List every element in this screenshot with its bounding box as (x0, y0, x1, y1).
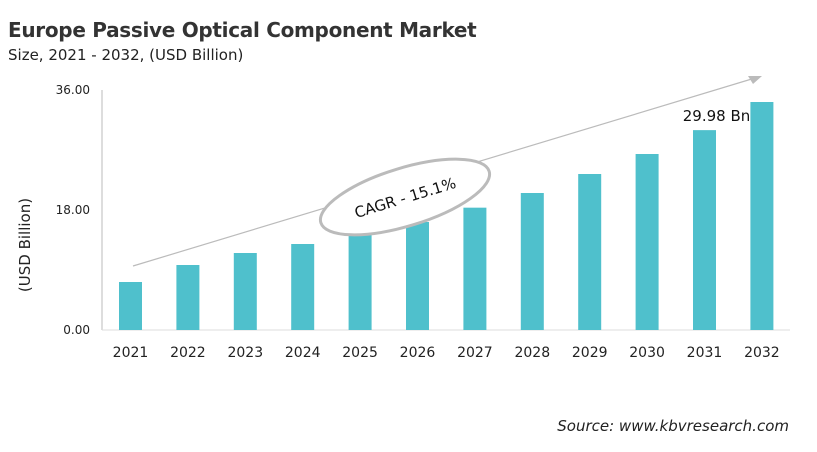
y-tick-label: 36.00 (56, 83, 90, 97)
bar-2024 (291, 244, 315, 330)
source-text: Source: www.kbvresearch.com (557, 417, 789, 435)
value-label-2031: 29.98 Bn (683, 107, 751, 125)
bar-2032 (750, 102, 774, 330)
y-tick-label: 0.00 (63, 323, 90, 337)
x-tick-label: 2027 (457, 345, 493, 361)
x-tick-label: 2029 (572, 345, 608, 361)
x-tick-label: 2031 (687, 345, 723, 361)
bar-2025 (348, 234, 372, 330)
x-tick-label: 2021 (113, 345, 149, 361)
x-tick-label: 2024 (285, 345, 321, 361)
cagr-ellipse (318, 157, 492, 237)
x-tick-label: 2028 (514, 345, 550, 361)
bar-2027 (463, 207, 487, 330)
bar-2028 (520, 193, 544, 330)
chart-title: Europe Passive Optical Component Market (8, 18, 477, 42)
x-tick-label: 2025 (342, 345, 378, 361)
bar-2031 (693, 130, 716, 330)
x-tick-label: 2023 (227, 345, 263, 361)
x-tick-label: 2026 (400, 345, 436, 361)
x-tick-label: 2032 (744, 345, 780, 361)
bar-2026 (406, 222, 429, 330)
chart-subtitle: Size, 2021 - 2032, (USD Billion) (8, 46, 244, 64)
bar-2021 (119, 282, 142, 330)
trend-arrow-head (748, 76, 762, 84)
bar-2030 (635, 154, 659, 330)
y-axis-label: (USD Billion) (16, 198, 34, 292)
bar-2029 (578, 174, 602, 330)
y-tick-label: 18.00 (56, 203, 90, 217)
x-tick-label: 2022 (170, 345, 206, 361)
bar-2023 (233, 253, 257, 330)
x-tick-label: 2030 (629, 345, 665, 361)
bar-2022 (176, 265, 200, 330)
